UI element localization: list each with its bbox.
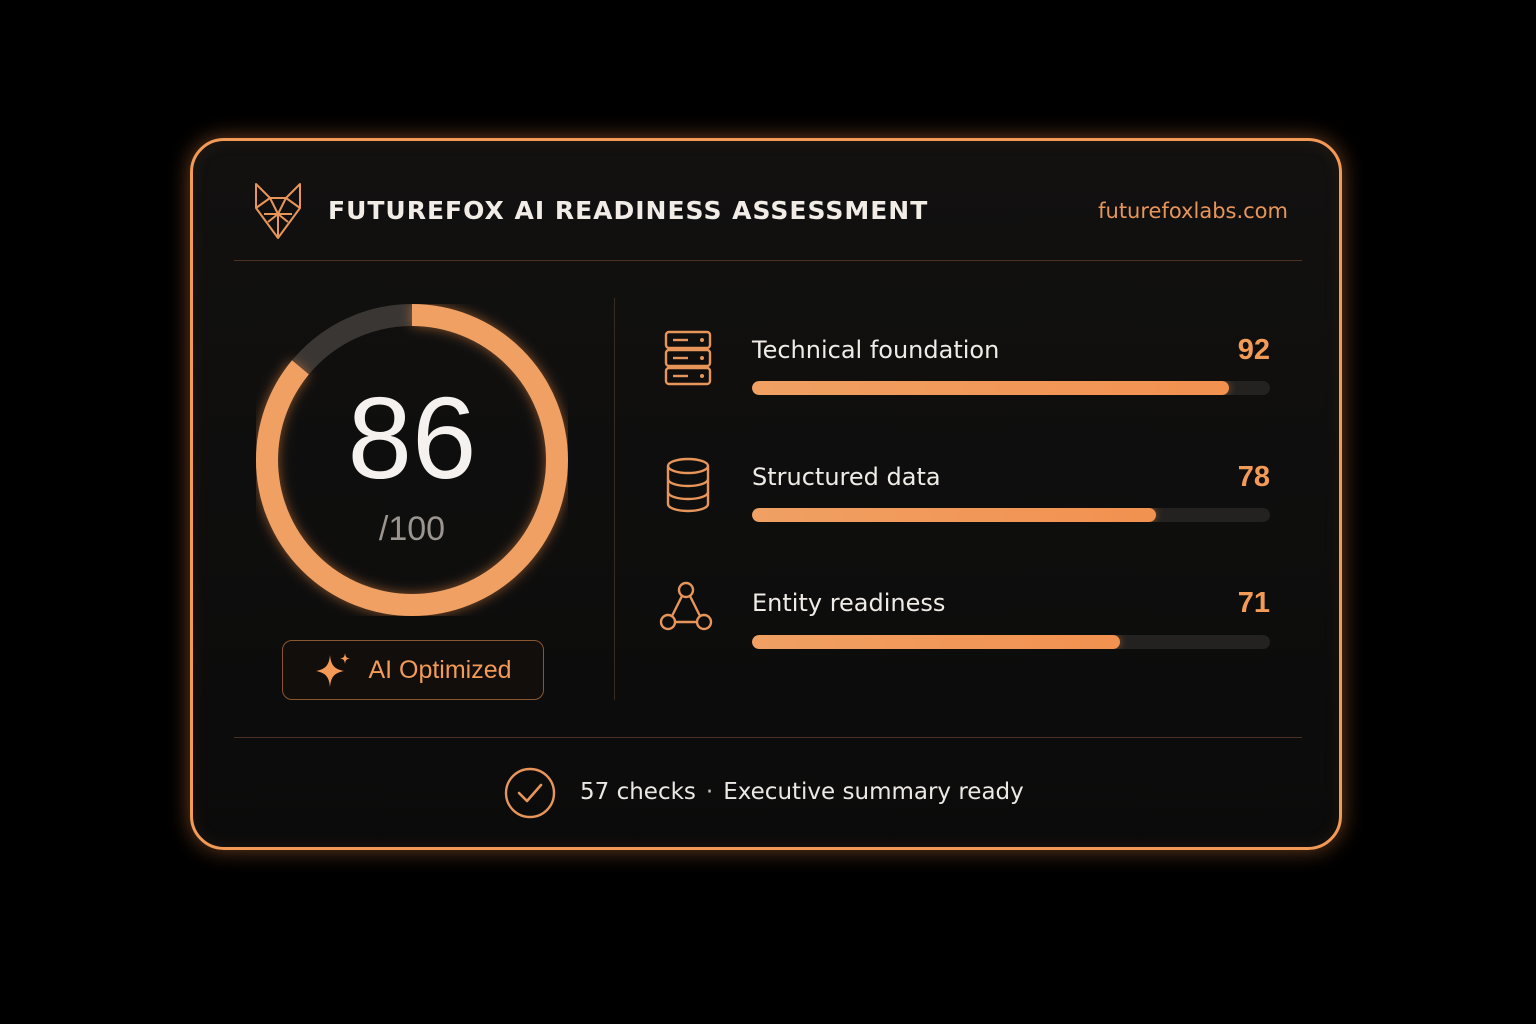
fox-logo-icon (255, 183, 301, 239)
metric-bar-entity (752, 635, 1270, 649)
sparkle-icon (316, 653, 351, 687)
footer-divider (234, 737, 1302, 738)
column-divider (614, 298, 615, 700)
network-nodes-icon (659, 581, 713, 631)
metric-label-structured: Structured data (752, 463, 941, 491)
metric-value-technical: 92 (1237, 334, 1270, 366)
check-circle-icon (504, 767, 556, 819)
summary-status: Executive summary ready (723, 779, 1024, 805)
server-icon (664, 330, 712, 386)
ai-optimized-badge: AI Optimized (282, 640, 544, 700)
metric-value-structured: 78 (1237, 461, 1270, 493)
database-icon (666, 457, 710, 513)
page-title: FUTUREFOX AI READINESS ASSESSMENT (328, 196, 929, 225)
metric-fill-entity (752, 635, 1120, 649)
metric-label-entity: Entity readiness (752, 589, 946, 617)
metric-bar-technical (752, 381, 1270, 395)
assessment-card (190, 138, 1342, 850)
metric-fill-structured (752, 508, 1157, 522)
metric-value-entity: 71 (1237, 587, 1270, 619)
checks-count: 57 checks (580, 779, 696, 805)
metric-bar-structured (752, 508, 1270, 522)
header-divider (234, 260, 1302, 261)
metric-fill-technical (752, 381, 1229, 395)
badge-label: AI Optimized (368, 655, 512, 684)
score-gauge (256, 304, 568, 616)
metric-label-technical: Technical foundation (752, 336, 1000, 364)
score-max: /100 (378, 510, 446, 548)
footer-status: 57 checks · Executive summary ready (580, 779, 1024, 805)
site-link[interactable]: futurefoxlabs.com (1098, 199, 1288, 223)
footer-separator: · (705, 779, 714, 805)
score-value: 86 (347, 373, 477, 503)
